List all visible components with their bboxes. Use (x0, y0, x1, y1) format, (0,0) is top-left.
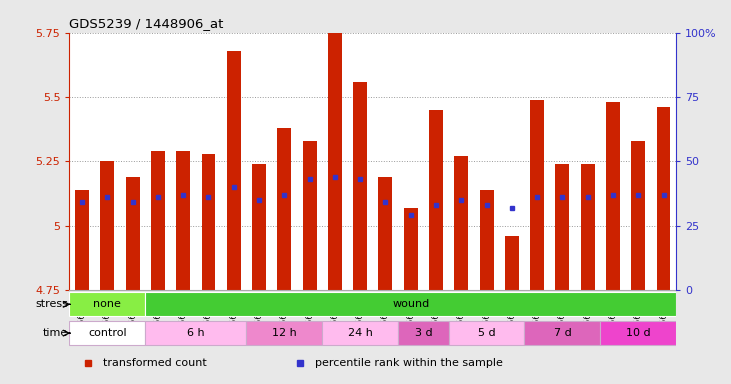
Bar (580, 164, 594, 290)
Text: stress: stress (35, 299, 68, 310)
Bar (328, 33, 342, 290)
Text: 3 d: 3 d (414, 328, 432, 338)
Bar (151, 151, 165, 290)
Bar (404, 208, 417, 290)
Bar (126, 177, 140, 290)
Text: GDS5239 / 1448906_at: GDS5239 / 1448906_at (69, 17, 224, 30)
Bar (524, 321, 600, 345)
Bar (530, 99, 544, 290)
Bar (202, 154, 216, 290)
Text: control: control (88, 328, 126, 338)
Text: none: none (94, 299, 121, 310)
Bar (145, 321, 246, 345)
Bar (600, 321, 676, 345)
Text: transformed count: transformed count (103, 358, 207, 368)
Bar (480, 190, 493, 290)
Bar (176, 151, 190, 290)
Bar (277, 128, 291, 290)
Bar (252, 164, 266, 290)
Text: 6 h: 6 h (187, 328, 205, 338)
Bar (145, 292, 676, 316)
Bar (606, 102, 620, 290)
Text: 12 h: 12 h (272, 328, 297, 338)
Bar (505, 236, 519, 290)
Bar (656, 107, 670, 290)
Bar (100, 161, 114, 290)
Bar (69, 321, 145, 345)
Bar (246, 321, 322, 345)
Text: 10 d: 10 d (626, 328, 651, 338)
Bar (227, 51, 240, 290)
Bar (353, 81, 367, 290)
Bar (455, 156, 469, 290)
Bar (632, 141, 645, 290)
Bar (556, 164, 569, 290)
Text: 24 h: 24 h (348, 328, 373, 338)
Bar (379, 177, 393, 290)
Bar (322, 321, 398, 345)
Bar (429, 110, 443, 290)
Bar (303, 141, 317, 290)
Text: 7 d: 7 d (553, 328, 572, 338)
Bar (75, 190, 89, 290)
Bar (69, 292, 145, 316)
Text: 5 d: 5 d (478, 328, 496, 338)
Bar (449, 321, 525, 345)
Text: percentile rank within the sample: percentile rank within the sample (315, 358, 503, 368)
Text: time: time (43, 328, 68, 338)
Bar (398, 321, 449, 345)
Text: wound: wound (392, 299, 429, 310)
